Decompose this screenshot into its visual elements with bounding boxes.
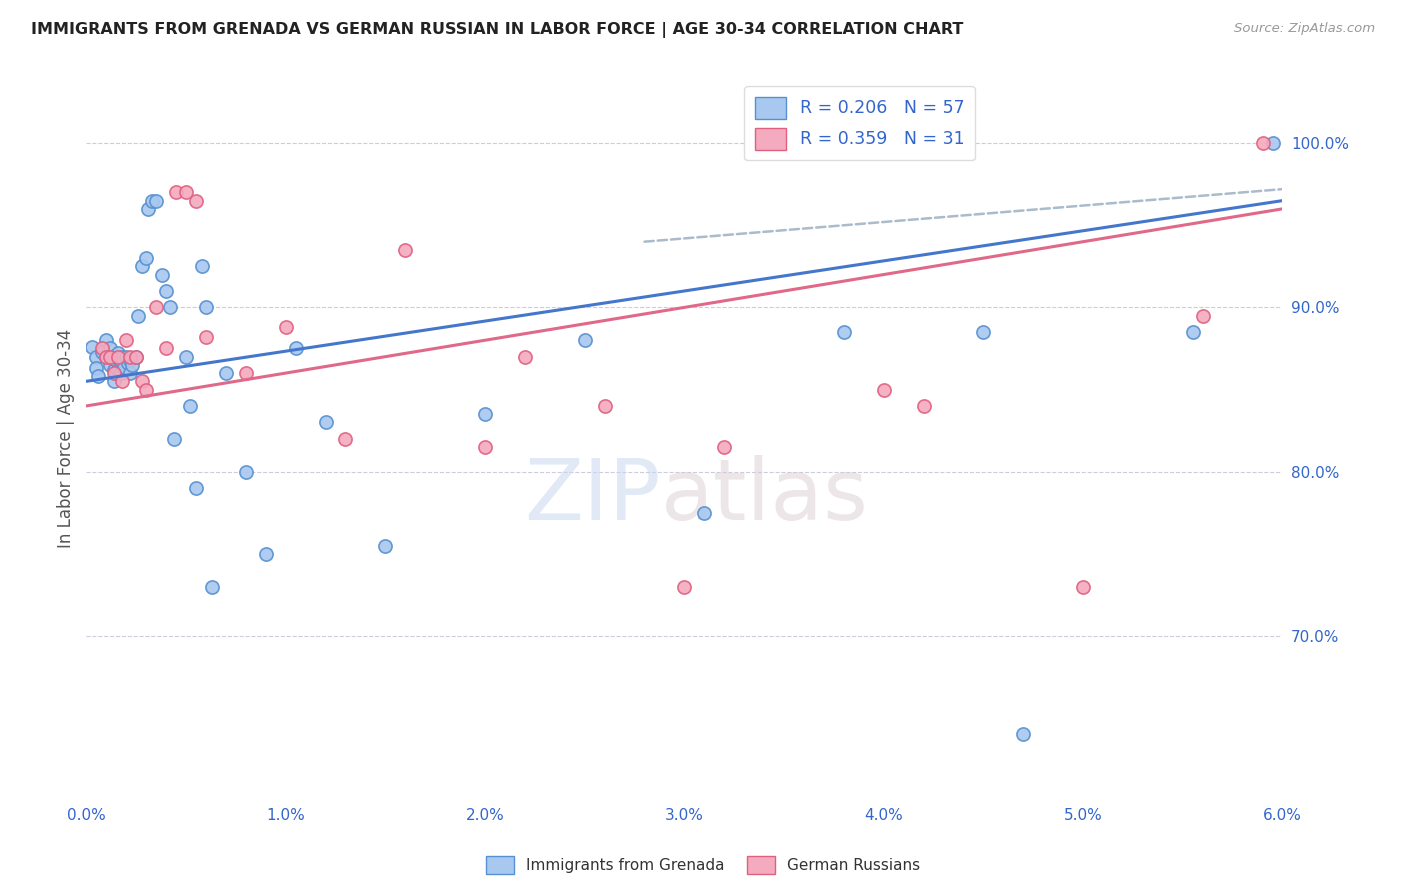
Point [98,350,121,364]
Point [593,399,616,413]
Point [125,350,148,364]
Point [84,361,107,376]
Point [98,342,121,356]
Point [284,342,307,356]
Point [141,194,163,208]
Point [194,301,217,315]
Point [111,350,134,364]
Point [184,194,207,208]
Point [145,194,167,208]
Point [574,333,596,347]
Point [125,350,148,364]
Point [107,363,129,377]
Point [713,440,735,454]
Point [87,369,110,384]
Text: IMMIGRANTS FROM GRENADA VS GERMAN RUSSIAN IN LABOR FORCE | AGE 30-34 CORRELATION: IMMIGRANTS FROM GRENADA VS GERMAN RUSSIA… [31,22,963,38]
Point [112,359,135,374]
Point [235,465,257,479]
Point [121,358,143,372]
Point [108,353,131,368]
Point [163,432,186,446]
Point [135,383,157,397]
Point [115,333,138,347]
Point [127,309,149,323]
Point [1012,727,1035,741]
Legend: Immigrants from Grenada, German Russians: Immigrants from Grenada, German Russians [479,850,927,880]
Point [111,366,134,380]
Text: ZIP: ZIP [524,455,661,538]
Point [115,350,138,364]
Point [474,407,496,421]
Point [374,539,396,553]
Point [105,353,128,368]
Point [96,350,118,364]
Point [179,399,201,413]
Point [84,350,107,364]
Point [91,344,114,359]
Point [474,440,496,454]
Point [184,481,207,495]
Point [235,366,257,380]
Point [117,356,139,370]
Point [832,325,855,339]
Legend: R = 0.206   N = 57, R = 0.359   N = 31: R = 0.206 N = 57, R = 0.359 N = 31 [744,87,974,161]
Point [150,268,173,282]
Point [103,374,125,388]
Point [155,342,177,356]
Point [673,580,696,594]
Point [873,383,896,397]
Point [201,580,224,594]
Point [1181,325,1204,339]
Point [96,350,118,364]
Point [394,243,416,257]
Point [315,416,337,430]
Point [105,366,128,380]
Point [120,350,142,364]
Point [96,333,118,347]
Point [103,363,125,377]
Point [972,325,994,339]
Point [91,342,114,356]
Point [111,374,134,388]
Point [155,284,177,298]
Point [513,350,536,364]
Point [108,366,131,380]
Point [103,366,125,380]
Point [1191,309,1213,323]
Point [1071,580,1094,594]
Point [1251,136,1274,150]
Point [1261,136,1284,150]
Point [145,301,167,315]
Point [120,366,142,380]
Point [274,320,297,334]
Point [159,301,181,315]
Point [191,260,214,274]
Point [174,186,197,200]
Point [131,260,153,274]
Point [135,251,157,265]
Point [174,350,197,364]
Text: atlas: atlas [661,455,869,538]
Point [107,350,129,364]
Point [98,358,121,372]
Point [136,202,159,216]
Point [194,330,217,344]
Text: Source: ZipAtlas.com: Source: ZipAtlas.com [1234,22,1375,36]
Point [335,432,357,446]
Point [215,366,238,380]
Point [120,353,142,368]
Point [165,186,187,200]
Point [107,346,129,360]
Point [101,350,124,364]
Point [693,506,716,520]
Point [131,374,153,388]
Point [82,340,104,354]
Point [254,547,277,561]
Point [912,399,935,413]
Y-axis label: In Labor Force | Age 30-34: In Labor Force | Age 30-34 [58,329,75,549]
